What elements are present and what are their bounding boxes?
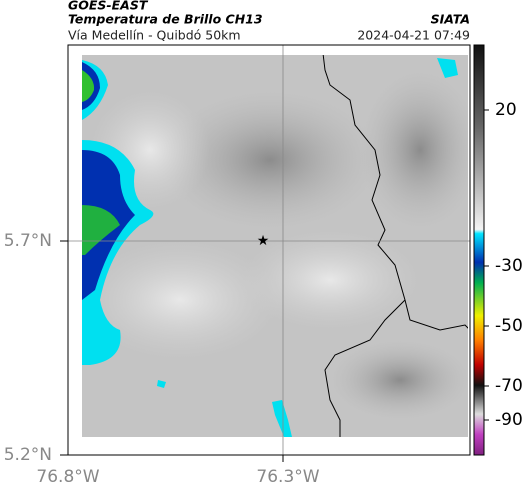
x-tick-label: 76.3°W [256,467,319,487]
subtitle: Temperatura de Brillo CH13 [68,12,263,27]
colorbar-tick-label: -30 [495,256,523,276]
region: Vía Medellín - Quibdó 50km [68,28,241,43]
colorbar-tick-label: -90 [495,410,523,430]
datetime: 2024-04-21 07:49 [357,28,470,43]
source: SIATA [431,12,470,27]
title: GOES-EAST [68,0,149,13]
y-tick-label: 5.2°N [4,445,52,465]
colorbar-tick-label: -50 [495,316,523,336]
map-frame [67,44,471,456]
colorbar-tick-label: 20 [495,100,517,120]
ticks: 76.8°W 76.3°W 5.7°N 5.2°N 20 -30 -50 -70 -90 [4,100,523,487]
y-tick-label: 5.7°N [4,231,52,251]
colorbar [473,44,485,456]
location-star: ★ [257,233,270,249]
satellite-image [82,55,468,437]
colorbar-tick-label: -70 [495,376,523,396]
x-tick-label: 76.8°W [36,467,99,487]
